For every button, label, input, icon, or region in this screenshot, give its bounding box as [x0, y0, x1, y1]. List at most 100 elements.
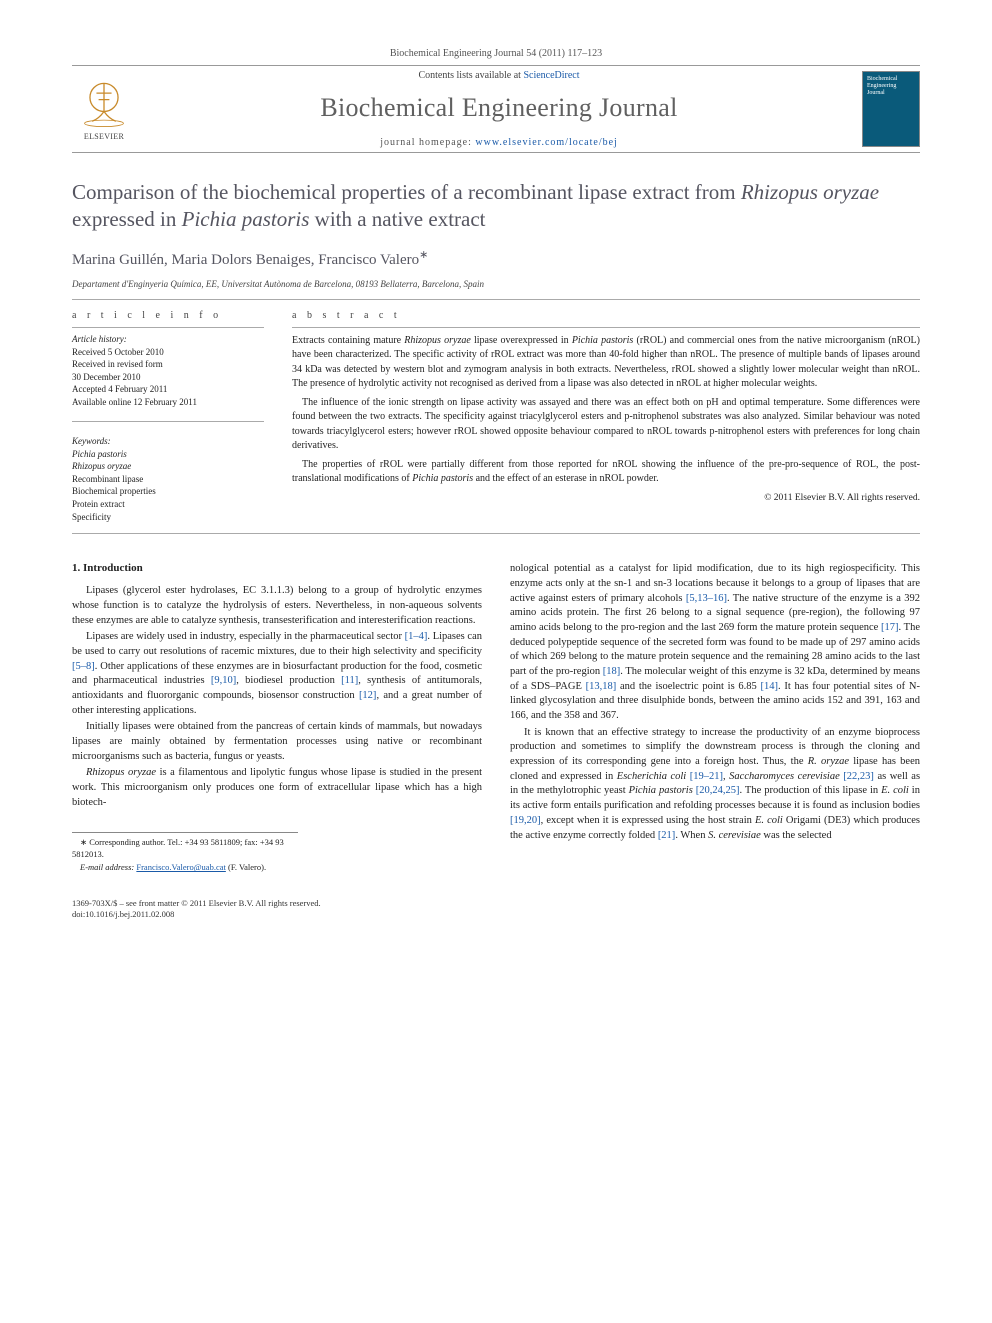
- title-text-2: expressed in: [72, 207, 182, 231]
- title-species-1: Rhizopus oryzae: [741, 180, 879, 204]
- footnote-block: ∗ Corresponding author. Tel.: +34 93 581…: [72, 832, 298, 873]
- article-info-column: a r t i c l e i n f o Article history: R…: [72, 310, 264, 524]
- meta-abstract-row: a r t i c l e i n f o Article history: R…: [72, 310, 920, 524]
- c2p2sp1: R. oryzae: [808, 756, 849, 767]
- cite-17[interactable]: [17]: [881, 622, 899, 633]
- intro-p2: Lipases are widely used in industry, esp…: [72, 630, 482, 718]
- cite-20-24-25[interactable]: [20,24,25]: [696, 785, 740, 796]
- article-title: Comparison of the biochemical properties…: [72, 179, 920, 234]
- email-label: E-mail address:: [80, 862, 136, 872]
- c2p2sp2: Escherichia coli: [617, 771, 686, 782]
- abs-p3b: and the effect of an esterase in nROL po…: [473, 473, 659, 484]
- history-label: Article history:: [72, 334, 264, 344]
- body-text-columns: 1. Introduction Lipases (glycerol ester …: [72, 562, 920, 876]
- intro-p3: Initially lipases were obtained from the…: [72, 720, 482, 764]
- cite-19-20[interactable]: [19,20]: [510, 815, 541, 826]
- abs-p1-sp2: Pichia pastoris: [572, 335, 634, 346]
- elsevier-tree-icon: [77, 78, 131, 132]
- history-online: Available online 12 February 2011: [72, 396, 264, 409]
- keywords-label: Keywords:: [72, 436, 264, 446]
- abs-p1b: lipase overexpressed in: [471, 335, 572, 346]
- keyword-2: Rhizopus oryzae: [72, 461, 131, 471]
- journal-cover-thumbnail: Biochemical Engineering Journal: [862, 71, 920, 147]
- publisher-name: ELSEVIER: [84, 132, 124, 141]
- copyright-line: © 2011 Elsevier B.V. All rights reserved…: [292, 493, 920, 503]
- contents-prefix: Contents lists available at: [418, 70, 523, 81]
- email-who: (F. Valero).: [226, 862, 266, 872]
- c1p4sp: Rhizopus oryzae: [86, 767, 156, 778]
- cite-18[interactable]: [18]: [603, 666, 621, 677]
- abstract-label: a b s t r a c t: [292, 310, 920, 321]
- article-info-label: a r t i c l e i n f o: [72, 310, 264, 321]
- c1p2a: Lipases are widely used in industry, esp…: [86, 631, 405, 642]
- abstract-para-3: The properties of rROL were partially di…: [292, 458, 920, 487]
- cite-19-21[interactable]: [19–21]: [690, 771, 723, 782]
- cite-5-13-16[interactable]: [5,13–16]: [686, 593, 727, 604]
- abs-p3-sp: Pichia pastoris: [412, 473, 473, 484]
- homepage-link[interactable]: www.elsevier.com/locate/bej: [475, 137, 617, 148]
- history-revised-date: 30 December 2010: [72, 371, 264, 384]
- contents-available-line: Contents lists available at ScienceDirec…: [136, 70, 862, 81]
- abstract-para-1: Extracts containing mature Rhizopus oryz…: [292, 334, 920, 392]
- sciencedirect-link[interactable]: ScienceDirect: [523, 70, 579, 81]
- title-species-2: Pichia pastoris: [182, 207, 310, 231]
- abstract-rule: [292, 327, 920, 328]
- affiliation: Departament d'Enginyeria Química, EE, Un…: [72, 279, 920, 289]
- rule-top: [72, 299, 920, 300]
- abstract-column: a b s t r a c t Extracts containing matu…: [292, 310, 920, 524]
- corresponding-mark: ∗: [419, 249, 428, 261]
- intro-p1: Lipases (glycerol ester hydrolases, EC 3…: [72, 584, 482, 628]
- keyword-1: Pichia pastoris: [72, 449, 127, 459]
- author-list: Marina Guillén, Maria Dolors Benaiges, F…: [72, 248, 920, 269]
- history-accepted: Accepted 4 February 2011: [72, 383, 264, 396]
- journal-name: Biochemical Engineering Journal: [136, 93, 862, 123]
- email-link[interactable]: Francisco.Valero@uab.cat: [136, 862, 226, 872]
- header-center: Contents lists available at ScienceDirec…: [136, 70, 862, 148]
- keyword-6: Specificity: [72, 511, 264, 524]
- intro-heading: 1. Introduction: [72, 562, 482, 574]
- cite-21[interactable]: [21]: [658, 830, 676, 841]
- keyword-4: Biochemical properties: [72, 485, 264, 498]
- c2p2sp5: E. coli: [881, 785, 909, 796]
- doi-line: doi:10.1016/j.bej.2011.02.008: [72, 909, 920, 920]
- history-revised: Received in revised form: [72, 358, 264, 371]
- cite-5-8[interactable]: [5–8]: [72, 661, 95, 672]
- abs-p1a: Extracts containing mature: [292, 335, 404, 346]
- cite-12[interactable]: [12]: [359, 690, 377, 701]
- abs-p1-sp1: Rhizopus oryzae: [404, 335, 471, 346]
- page-container: Biochemical Engineering Journal 54 (2011…: [0, 0, 992, 961]
- cite-22-23[interactable]: [22,23]: [843, 771, 874, 782]
- citation-line: Biochemical Engineering Journal 54 (2011…: [72, 48, 920, 59]
- c2p2m: was the selected: [761, 830, 832, 841]
- journal-header: ELSEVIER Contents lists available at Sci…: [72, 65, 920, 153]
- rule-bottom: [72, 533, 920, 534]
- homepage-line: journal homepage: www.elsevier.com/locat…: [136, 137, 862, 148]
- c2p1e: and the isoelectric point is 6.85: [616, 681, 760, 692]
- corresponding-footnote: ∗ Corresponding author. Tel.: +34 93 581…: [72, 837, 298, 860]
- cite-9-10[interactable]: [9,10]: [211, 675, 236, 686]
- keywords-rule: [72, 421, 264, 422]
- c2p2j: , except when it is expressed using the …: [541, 815, 755, 826]
- keyword-5: Protein extract: [72, 498, 264, 511]
- keyword-3: Recombinant lipase: [72, 473, 264, 486]
- info-rule: [72, 327, 264, 328]
- c2p2sp6: E. coli: [755, 815, 783, 826]
- body-column-right: nological potential as a catalyst for li…: [510, 562, 920, 876]
- homepage-prefix: journal homepage:: [380, 137, 475, 148]
- body-column-left: 1. Introduction Lipases (glycerol ester …: [72, 562, 482, 876]
- email-footnote: E-mail address: Francisco.Valero@uab.cat…: [72, 862, 298, 873]
- cite-11[interactable]: [11]: [341, 675, 358, 686]
- cite-13-18[interactable]: [13,18]: [586, 681, 617, 692]
- page-footer: 1369-703X/$ – see front matter © 2011 El…: [72, 898, 920, 921]
- c2p2sp3: Saccharomyces cerevisiae: [729, 771, 840, 782]
- c1p2d: , biodiesel production: [236, 675, 341, 686]
- abstract-body: Extracts containing mature Rhizopus oryz…: [292, 334, 920, 487]
- history-received: Received 5 October 2010: [72, 346, 264, 359]
- intro-p4: Rhizopus oryzae is a filamentous and lip…: [72, 766, 482, 810]
- issn-line: 1369-703X/$ – see front matter © 2011 El…: [72, 898, 920, 909]
- cite-14[interactable]: [14]: [761, 681, 779, 692]
- cite-1-4[interactable]: [1–4]: [405, 631, 428, 642]
- abstract-para-2: The influence of the ionic strength on l…: [292, 396, 920, 454]
- title-text-1: Comparison of the biochemical properties…: [72, 180, 741, 204]
- intro-p4-cont: nological potential as a catalyst for li…: [510, 562, 920, 724]
